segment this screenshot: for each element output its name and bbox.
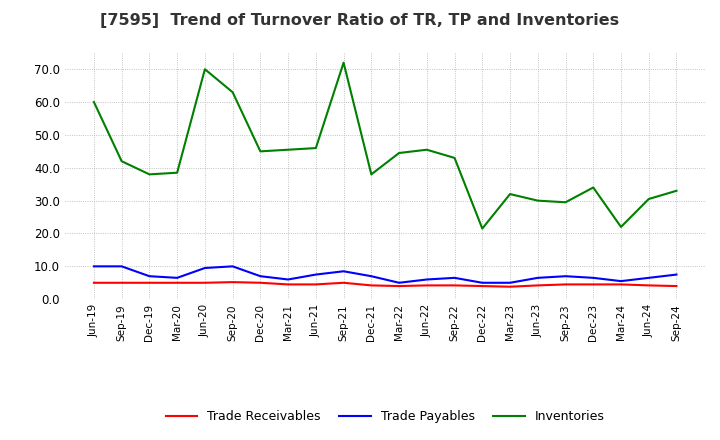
- Trade Payables: [117, 264, 126, 269]
- Inventories: [339, 60, 348, 65]
- Trade Payables: [312, 272, 320, 277]
- Trade Payables: [450, 275, 459, 280]
- Inventories: [201, 66, 210, 72]
- Trade Payables: [561, 274, 570, 279]
- Inventories: [505, 191, 514, 197]
- Trade Receivables: [201, 280, 210, 286]
- Trade Payables: [173, 275, 181, 280]
- Trade Payables: [589, 275, 598, 280]
- Inventories: [478, 226, 487, 231]
- Trade Receivables: [616, 282, 625, 287]
- Inventories: [89, 99, 98, 105]
- Trade Receivables: [312, 282, 320, 287]
- Inventories: [534, 198, 542, 203]
- Trade Receivables: [339, 280, 348, 286]
- Trade Receivables: [145, 280, 154, 286]
- Inventories: [423, 147, 431, 152]
- Inventories: [616, 224, 625, 230]
- Line: Trade Receivables: Trade Receivables: [94, 282, 677, 287]
- Trade Payables: [534, 275, 542, 280]
- Inventories: [672, 188, 681, 194]
- Inventories: [589, 185, 598, 190]
- Trade Payables: [395, 280, 403, 286]
- Text: [7595]  Trend of Turnover Ratio of TR, TP and Inventories: [7595] Trend of Turnover Ratio of TR, TP…: [100, 13, 620, 28]
- Inventories: [644, 196, 653, 202]
- Trade Payables: [339, 269, 348, 274]
- Inventories: [367, 172, 376, 177]
- Trade Receivables: [89, 280, 98, 286]
- Trade Payables: [423, 277, 431, 282]
- Inventories: [173, 170, 181, 176]
- Inventories: [117, 158, 126, 164]
- Trade Receivables: [589, 282, 598, 287]
- Inventories: [256, 149, 265, 154]
- Trade Receivables: [395, 283, 403, 289]
- Trade Payables: [367, 274, 376, 279]
- Trade Payables: [672, 272, 681, 277]
- Trade Receivables: [672, 283, 681, 289]
- Trade Payables: [644, 275, 653, 280]
- Legend: Trade Receivables, Trade Payables, Inventories: Trade Receivables, Trade Payables, Inven…: [161, 406, 610, 429]
- Inventories: [561, 200, 570, 205]
- Trade Receivables: [228, 279, 237, 285]
- Trade Receivables: [367, 283, 376, 288]
- Trade Payables: [228, 264, 237, 269]
- Trade Receivables: [256, 280, 265, 286]
- Inventories: [284, 147, 292, 152]
- Trade Payables: [201, 265, 210, 271]
- Trade Payables: [145, 274, 154, 279]
- Trade Payables: [616, 279, 625, 284]
- Trade Receivables: [117, 280, 126, 286]
- Trade Payables: [505, 280, 514, 286]
- Line: Trade Payables: Trade Payables: [94, 266, 677, 283]
- Trade Receivables: [644, 283, 653, 288]
- Trade Receivables: [450, 283, 459, 288]
- Trade Payables: [256, 274, 265, 279]
- Trade Payables: [478, 280, 487, 286]
- Trade Receivables: [534, 283, 542, 288]
- Trade Receivables: [423, 283, 431, 288]
- Inventories: [228, 90, 237, 95]
- Line: Inventories: Inventories: [94, 62, 677, 228]
- Inventories: [395, 150, 403, 156]
- Trade Receivables: [284, 282, 292, 287]
- Trade Receivables: [478, 283, 487, 289]
- Trade Payables: [89, 264, 98, 269]
- Inventories: [145, 172, 154, 177]
- Trade Receivables: [173, 280, 181, 286]
- Inventories: [450, 155, 459, 161]
- Trade Receivables: [505, 284, 514, 290]
- Trade Receivables: [561, 282, 570, 287]
- Inventories: [312, 146, 320, 151]
- Trade Payables: [284, 277, 292, 282]
